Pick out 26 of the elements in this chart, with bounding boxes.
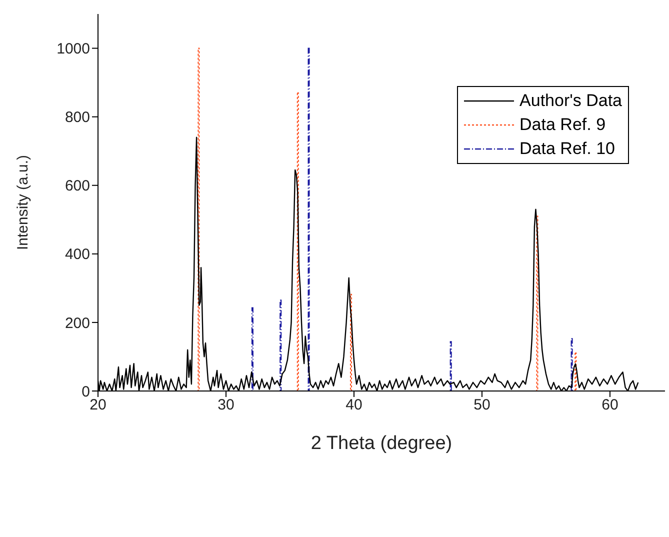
y-tick-label: 800 [64,109,90,126]
x-tick-label: 60 [602,396,618,414]
bar [450,341,452,391]
y-tick-label: 400 [64,246,90,264]
bar [308,48,310,391]
y-tick-label: 600 [64,178,90,195]
legend-label: Author's Data [520,91,622,111]
bar [350,294,352,391]
bar [570,338,573,391]
y-tick-label: 200 [64,314,90,332]
x-tick-label: 30 [218,396,234,414]
x-axis-title: 2 Theta (degree) [310,433,452,454]
bar [296,92,299,391]
bar [536,216,538,391]
y-tick-label: 0 [82,383,90,400]
bar [280,300,282,391]
bar [198,48,200,391]
bar [251,307,254,391]
y-axis-title: Intensity (a.u.) [14,154,32,250]
legend-label: Data Ref. 10 [520,139,615,159]
y-tick-label: 1000 [56,40,90,58]
legend-label: Data Ref. 9 [520,115,606,135]
x-tick-label: 40 [346,396,362,414]
x-tick-label: 20 [90,396,106,414]
bar [574,352,577,391]
x-tick-label: 50 [474,396,490,414]
